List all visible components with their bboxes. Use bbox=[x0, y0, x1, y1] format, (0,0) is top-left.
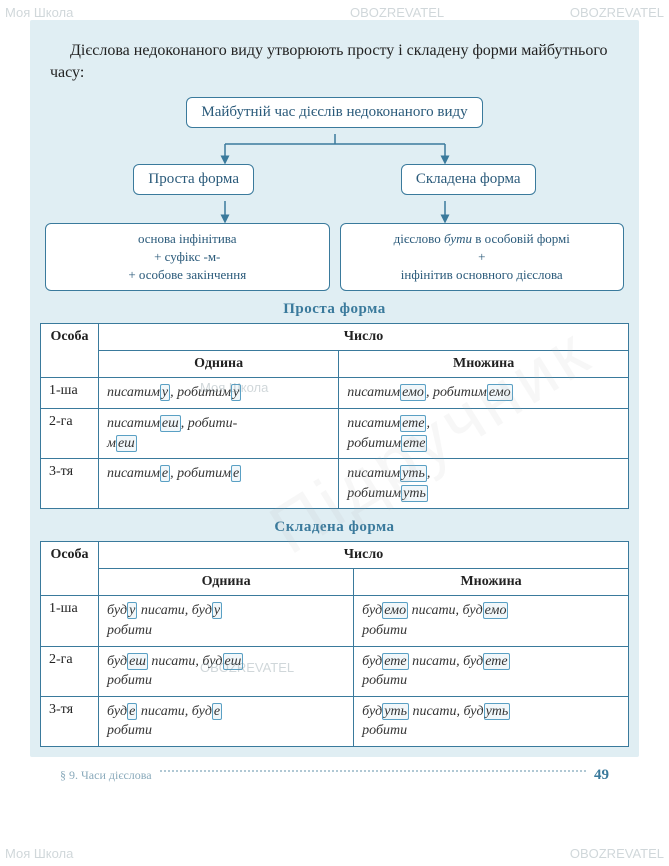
table1-title: Проста форма bbox=[40, 301, 629, 318]
cell-pl: писатимемо, робитимемо bbox=[339, 378, 629, 409]
diagram-right-bottom: дієслово бути в особовій формі + інфініт… bbox=[340, 223, 625, 292]
table-row: Однина Множина bbox=[41, 351, 629, 378]
cell-sg: писатимеш, робити-меш bbox=[99, 408, 339, 458]
watermark-bottom-left: Моя Школа bbox=[5, 846, 73, 861]
table-row: 1-ша буду писати, будуробити будемо писа… bbox=[41, 596, 629, 646]
cell-person: 3-тя bbox=[41, 459, 99, 509]
diagram-left-bottom: основа інфінітива + суфікс -м- + особове… bbox=[45, 223, 330, 292]
th-sg: Однина bbox=[99, 351, 339, 378]
cell-person: 1-ша bbox=[41, 596, 99, 646]
diag-rb-l3: інфінітив основного дієслова bbox=[401, 267, 563, 282]
diagram-right-mid: Складена форма bbox=[401, 164, 536, 195]
diag-rb-l1b: бути bbox=[444, 231, 472, 246]
diag-rb-l1c: в особовій формі bbox=[472, 231, 570, 246]
cell-sg: буду писати, будуробити bbox=[99, 596, 354, 646]
table-row: Особа Число bbox=[41, 542, 629, 569]
watermark-top-right: OBOZREVATEL bbox=[570, 5, 664, 20]
th-sg: Однина bbox=[99, 569, 354, 596]
th-pl: Множина bbox=[354, 569, 629, 596]
connector-top bbox=[135, 134, 535, 164]
table-row: 2-га будеш писати, будешробити будете пи… bbox=[41, 646, 629, 696]
table-compound-form: Особа Число Однина Множина 1-ша буду пис… bbox=[40, 541, 629, 747]
diagram-top-box: Майбутній час дієслів недоконаного виду bbox=[186, 97, 482, 128]
table-row: 3-тя буде писати, будеробити будуть писа… bbox=[41, 696, 629, 746]
intro-text: Дієслова недоконаного виду утворюють про… bbox=[50, 40, 619, 85]
table-row: 3-тя писатиме, робитиме писатимуть,робит… bbox=[41, 459, 629, 509]
content-area: Дієслова недоконаного виду утворюють про… bbox=[30, 20, 639, 757]
cell-sg: писатиму, робитиму bbox=[99, 378, 339, 409]
diag-lb-l1: основа інфінітива bbox=[138, 231, 237, 246]
cell-pl: писатимуть,робитимуть bbox=[339, 459, 629, 509]
cell-sg: буде писати, будеробити bbox=[99, 696, 354, 746]
cell-person: 1-ша bbox=[41, 378, 99, 409]
footer-page-number: 49 bbox=[594, 767, 609, 784]
cell-pl: будуть писати, будутьробити bbox=[354, 696, 629, 746]
footer-section: § 9. Часи дієслова bbox=[60, 768, 152, 783]
connector-bottom bbox=[85, 201, 585, 223]
table-row: 2-га писатимеш, робити-меш писатимете,ро… bbox=[41, 408, 629, 458]
footer-dots bbox=[160, 770, 586, 772]
cell-person: 2-га bbox=[41, 646, 99, 696]
cell-pl: писатимете,робитимете bbox=[339, 408, 629, 458]
cell-pl: будемо писати, будеморобити bbox=[354, 596, 629, 646]
diag-rb-l1a: дієслово bbox=[394, 231, 444, 246]
cell-person: 3-тя bbox=[41, 696, 99, 746]
watermark-top-mid: OBOZREVATEL bbox=[350, 5, 444, 20]
page-footer: § 9. Часи дієслова 49 bbox=[30, 757, 639, 789]
th-person: Особа bbox=[41, 542, 99, 596]
diag-rb-l2: + bbox=[478, 249, 485, 264]
table-simple-form: Особа Число Однина Множина 1-ша писатиму… bbox=[40, 323, 629, 509]
table-row: Однина Множина bbox=[41, 569, 629, 596]
table-row: Особа Число bbox=[41, 324, 629, 351]
cell-sg: писатиме, робитиме bbox=[99, 459, 339, 509]
diagram-left-mid: Проста форма bbox=[133, 164, 254, 195]
th-person: Особа bbox=[41, 324, 99, 378]
th-pl: Множина bbox=[339, 351, 629, 378]
th-number: Число bbox=[99, 542, 629, 569]
watermark-bottom-right: OBOZREVATEL bbox=[570, 846, 664, 861]
table-row: 1-ша писатиму, робитиму писатимемо, роби… bbox=[41, 378, 629, 409]
cell-sg: будеш писати, будешробити bbox=[99, 646, 354, 696]
cell-pl: будете писати, будетеробити bbox=[354, 646, 629, 696]
watermark-top-left: Моя Школа bbox=[5, 5, 73, 20]
diag-lb-l3: + особове закінчення bbox=[128, 267, 246, 282]
diag-lb-l2: + суфікс -м- bbox=[154, 249, 220, 264]
table2-title: Складена форма bbox=[40, 519, 629, 536]
cell-person: 2-га bbox=[41, 408, 99, 458]
th-number: Число bbox=[99, 324, 629, 351]
